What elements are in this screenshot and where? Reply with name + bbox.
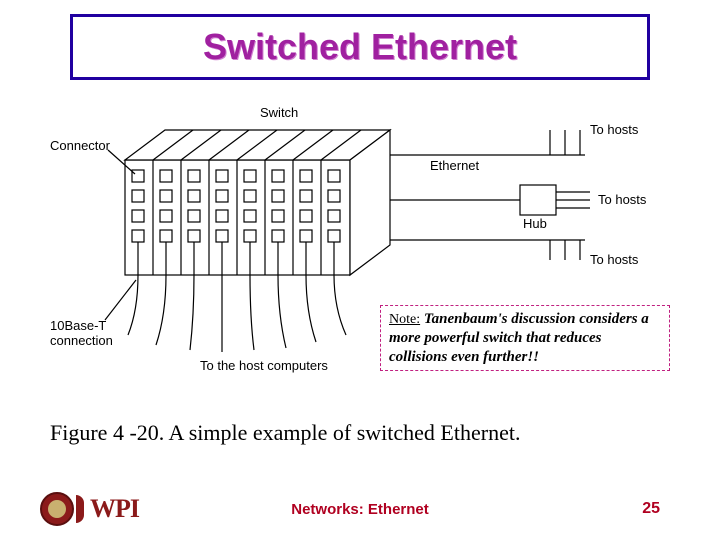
note-box: Note: Tanenbaum's discussion considers a… bbox=[380, 305, 670, 371]
label-to-hosts-3: To hosts bbox=[590, 252, 638, 267]
page-number: 25 bbox=[642, 500, 660, 518]
label-connector: Connector bbox=[50, 138, 110, 153]
title-box: Switched Ethernet bbox=[70, 14, 650, 80]
label-ethernet: Ethernet bbox=[430, 158, 479, 173]
note-label: Note: bbox=[389, 312, 420, 327]
label-to-host-computers: To the host computers bbox=[200, 358, 328, 373]
label-to-hosts-1: To hosts bbox=[590, 122, 638, 137]
label-hub: Hub bbox=[523, 216, 547, 231]
label-10base-t: 10Base-T connection bbox=[50, 318, 113, 348]
note-text: Tanenbaum's discussion considers a more … bbox=[389, 311, 649, 365]
label-switch: Switch bbox=[260, 105, 298, 120]
label-to-hosts-2: To hosts bbox=[598, 192, 646, 207]
figure-caption: Figure 4 -20. A simple example of switch… bbox=[50, 420, 670, 446]
page-title: Switched Ethernet bbox=[203, 26, 517, 68]
footer-title: Networks: Ethernet bbox=[0, 501, 720, 518]
